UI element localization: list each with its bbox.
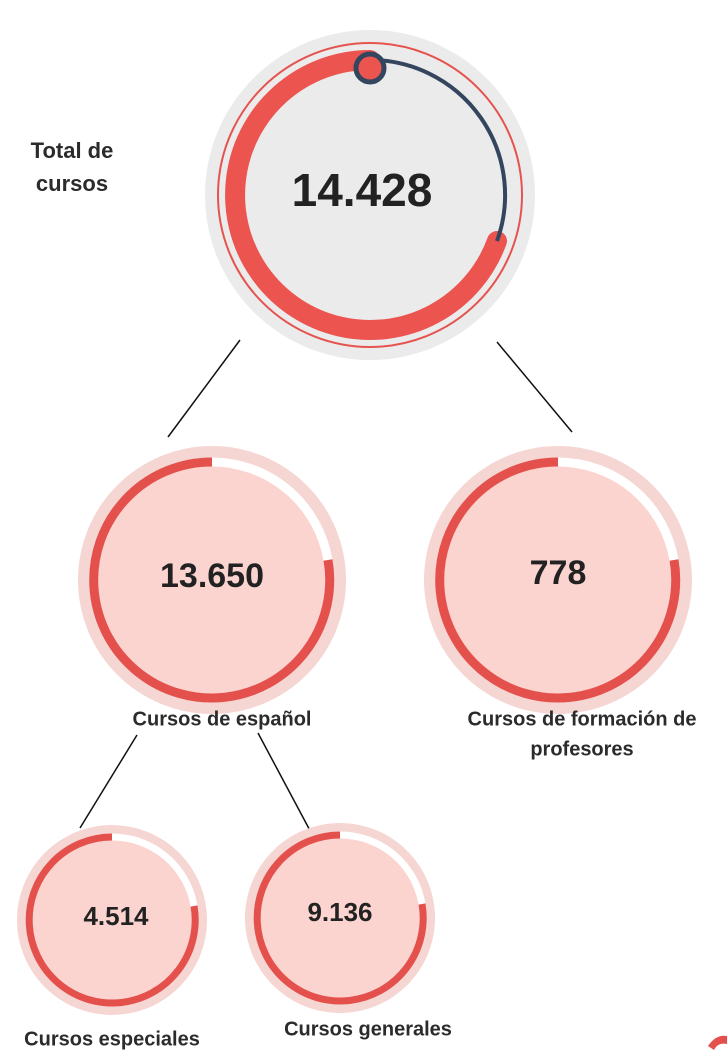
node-label: Cursos de formación de	[468, 708, 697, 730]
node-value: 778	[530, 554, 587, 592]
disc	[257, 835, 423, 1001]
node-value: 13.650	[160, 557, 264, 595]
connectors	[79, 339, 573, 839]
connector	[257, 732, 315, 839]
total-label: Total de	[31, 138, 114, 163]
arc-red	[89, 457, 335, 703]
disc	[29, 837, 195, 1003]
disc	[205, 30, 535, 360]
connector	[167, 339, 241, 438]
node-circle: 13.650	[78, 446, 346, 714]
total-value: 14.428	[292, 164, 433, 216]
node-circle: 9.136	[245, 823, 435, 1013]
total-label: cursos	[36, 171, 108, 196]
node-label: Cursos de español	[133, 708, 312, 730]
node-circle: 778	[424, 446, 692, 714]
arc-white	[211, 457, 333, 561]
arc-white	[557, 457, 679, 561]
node-label: Cursos especiales	[24, 1028, 200, 1050]
arc-white	[111, 833, 198, 907]
node-circle: 4.514	[17, 825, 207, 1015]
arc-navy	[369, 58, 508, 242]
ring	[217, 42, 523, 348]
corner-shape	[708, 1035, 727, 1050]
arc-red	[225, 50, 507, 340]
arc-red	[253, 831, 427, 1005]
node-label: Cursos generales	[284, 1018, 452, 1040]
connector	[79, 734, 138, 829]
disc	[440, 462, 676, 698]
node-label: profesores	[530, 738, 633, 760]
knob	[353, 51, 387, 85]
total-circle: 14.428	[205, 30, 535, 360]
node-value: 9.136	[307, 897, 372, 927]
arc-red	[435, 457, 681, 703]
arc-red	[25, 833, 199, 1007]
node-value: 4.514	[83, 901, 149, 931]
disc	[94, 462, 330, 698]
arc-white	[339, 831, 426, 905]
connector	[496, 341, 573, 433]
